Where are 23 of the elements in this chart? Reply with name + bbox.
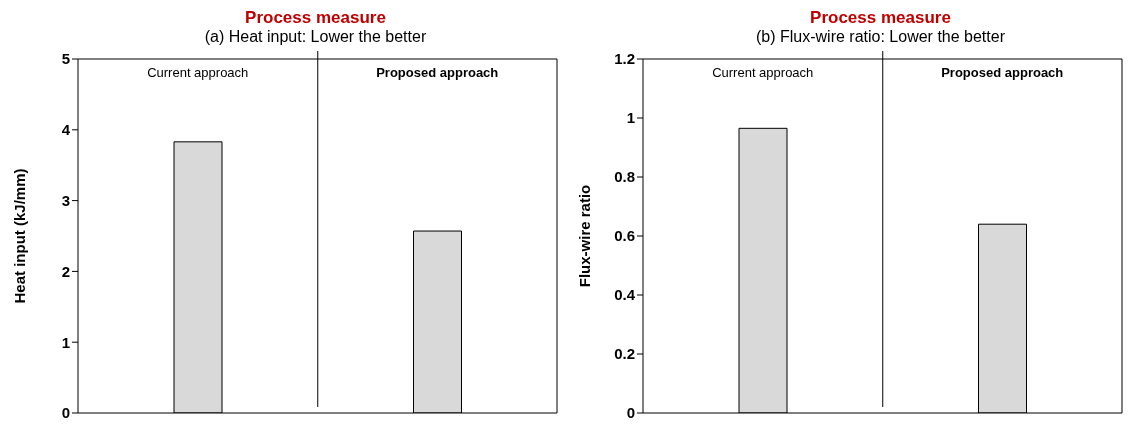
y-tick-label: 0 xyxy=(626,404,635,422)
y-axis-title: Flux-wire ratio xyxy=(576,184,594,288)
y-tick-label: 0 xyxy=(61,404,70,422)
chart-subtitle: (b) Flux-wire ratio: Lower the better xyxy=(755,28,1006,46)
y-tick-label: 3 xyxy=(61,191,70,209)
x-tick-label: Current approach xyxy=(147,65,249,80)
x-tick-label: Current approach xyxy=(712,65,814,80)
y-tick-label: 1 xyxy=(61,333,70,351)
y-axis-title: Heat input (kJ/mm) xyxy=(11,168,29,304)
y-tick-label: 2 xyxy=(61,262,70,280)
y-tick-label: 1.2 xyxy=(614,50,635,68)
y-tick-label: 0.4 xyxy=(614,286,636,304)
y-tick-label: 0.8 xyxy=(614,168,635,186)
y-tick-label: 5 xyxy=(61,50,70,68)
chart-title: Process measure xyxy=(809,8,952,28)
y-tick-label: 4 xyxy=(61,121,71,139)
x-tick-label: Proposed approach xyxy=(376,65,499,80)
chart-title: Process measure xyxy=(244,8,387,28)
chart-subtitle: (a) Heat input: Lower the better xyxy=(203,28,428,46)
y-tick-label: 1 xyxy=(626,109,635,127)
y-tick-label: 0.6 xyxy=(614,227,635,245)
x-tick-label: Proposed approach xyxy=(941,65,1064,80)
y-tick-label: 0.2 xyxy=(614,345,635,363)
